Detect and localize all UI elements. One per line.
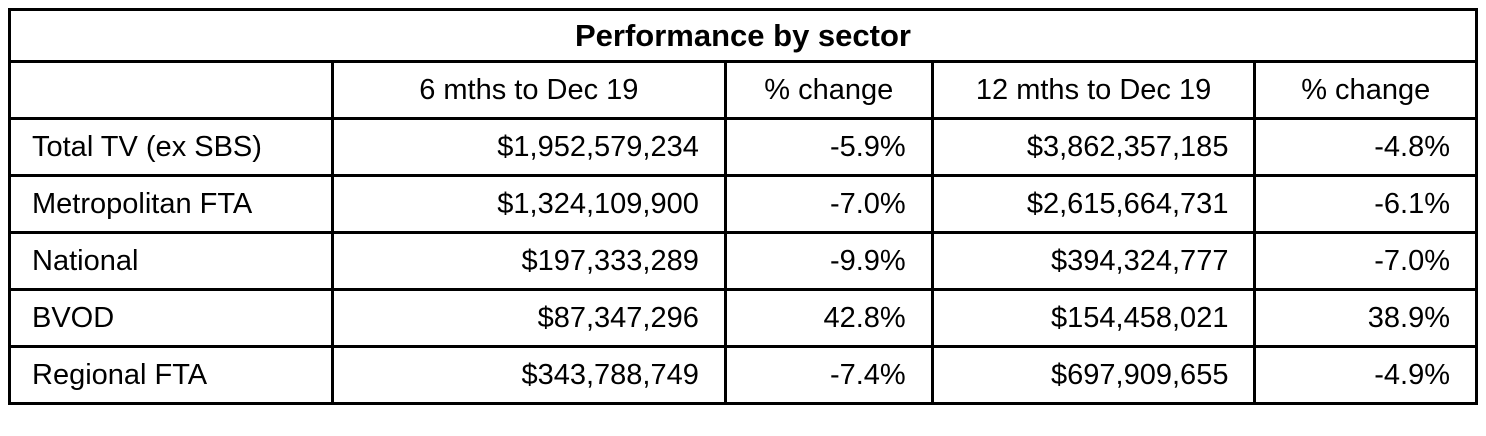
value-6mths-change: -7.4% [723,345,934,405]
value-12mths-change: -4.8% [1253,117,1478,177]
header-blank [8,60,334,120]
table-row-metropolitan-fta: Metropolitan FTA $1,324,109,900 -7.0% $2… [8,174,1478,234]
value-6mths-change: -5.9% [723,117,934,177]
row-label: Metropolitan FTA [8,174,334,234]
value-12mths-change: -4.9% [1253,345,1478,405]
value-12mths: $2,615,664,731 [930,174,1257,234]
performance-table-container: Performance by sector 6 mths to Dec 19 %… [8,8,1478,405]
table-row-national: National $197,333,289 -9.9% $394,324,777… [8,231,1478,291]
table-row-bvod: BVOD $87,347,296 42.8% $154,458,021 38.9… [8,288,1478,348]
row-label: Regional FTA [8,345,334,405]
value-6mths: $343,788,749 [330,345,727,405]
value-12mths: $154,458,021 [930,288,1257,348]
value-6mths: $197,333,289 [330,231,727,291]
header-pct-change-1: % change [723,60,934,120]
value-12mths-change: 38.9% [1253,288,1478,348]
header-12mths: 12 mths to Dec 19 [930,60,1257,120]
value-6mths-change: -7.0% [723,174,934,234]
performance-by-sector-table: Performance by sector 6 mths to Dec 19 %… [8,8,1478,405]
table-title-row: Performance by sector [8,8,1478,63]
value-12mths: $394,324,777 [930,231,1257,291]
value-12mths-change: -6.1% [1253,174,1478,234]
row-label: National [8,231,334,291]
table-title: Performance by sector [8,8,1478,63]
value-12mths: $697,909,655 [930,345,1257,405]
table-row-total-tv: Total TV (ex SBS) $1,952,579,234 -5.9% $… [8,117,1478,177]
value-6mths: $1,324,109,900 [330,174,727,234]
value-6mths-change: 42.8% [723,288,934,348]
value-12mths: $3,862,357,185 [930,117,1257,177]
row-label: Total TV (ex SBS) [8,117,334,177]
value-6mths: $1,952,579,234 [330,117,727,177]
header-6mths: 6 mths to Dec 19 [330,60,727,120]
value-6mths-change: -9.9% [723,231,934,291]
value-6mths: $87,347,296 [330,288,727,348]
header-pct-change-2: % change [1253,60,1478,120]
value-12mths-change: -7.0% [1253,231,1478,291]
row-label: BVOD [8,288,334,348]
table-header-row: 6 mths to Dec 19 % change 12 mths to Dec… [8,60,1478,120]
table-row-regional-fta: Regional FTA $343,788,749 -7.4% $697,909… [8,345,1478,405]
